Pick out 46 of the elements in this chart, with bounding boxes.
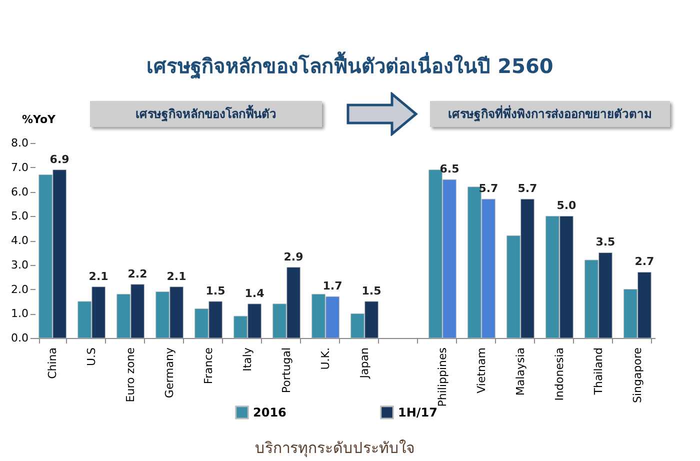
- y-tick-label: 6.0: [11, 185, 28, 198]
- x-tick-label: Thailand: [592, 348, 605, 396]
- chart-title: เศรษฐกิจหลักของโลกฟื้นตัวต่อเนื่องในปี 2560: [146, 50, 554, 81]
- x-tick-label: Indonesia: [552, 348, 566, 401]
- text: เศรษฐกิจหลักของโลกฟื้นตัว: [90, 101, 322, 127]
- y-tick-label: 1.0: [11, 307, 28, 320]
- data-label: 1.5: [206, 284, 226, 298]
- x-tick-label: Vietnam: [474, 348, 488, 394]
- y-tick-label: 2.0: [11, 282, 28, 296]
- x-tick-label: Euro zone: [124, 347, 138, 402]
- data-label: 2.1: [88, 270, 108, 283]
- data-label: 6.5: [440, 162, 460, 176]
- x-tick-label: China: [46, 348, 60, 379]
- data-label: 2.1: [166, 270, 186, 283]
- data-label: 2.7: [634, 255, 654, 268]
- legend-label: 2016: [253, 405, 286, 420]
- data-label: 5.7: [518, 182, 538, 196]
- x-tick-label: Philippines: [436, 347, 449, 407]
- data-label: 5.0: [556, 199, 577, 212]
- text: เศรษฐกิจที่พึ่งพิงการส่งออกขยายตัวตาม: [430, 101, 670, 127]
- x-tick-label: U.K.: [319, 348, 332, 370]
- data-label: 1.5: [362, 284, 382, 298]
- x-tick-label: Portugal: [280, 348, 294, 394]
- x-tick-label: Singapore: [630, 347, 644, 403]
- data-label: 6.9: [50, 152, 70, 166]
- legend-label: 1H/17: [398, 405, 438, 420]
- y-tick-label: 0.0: [11, 332, 28, 344]
- data-label: 2.9: [284, 250, 304, 264]
- x-tick-label: U.S: [85, 347, 98, 366]
- data-label: 1.7: [322, 280, 342, 293]
- y-tick-label: 5.0: [11, 210, 28, 223]
- x-tick-label: Malaysia: [514, 348, 527, 396]
- y-tick-label: 3.0: [11, 258, 28, 272]
- x-tick-label: Italy: [241, 347, 254, 372]
- y-axis-title: %YoY: [22, 113, 56, 126]
- data-label: 1.4: [244, 286, 265, 300]
- y-tick-label: 8.0: [11, 136, 28, 150]
- x-tick-label: Japan: [358, 347, 371, 380]
- data-label: 2.2: [128, 267, 148, 280]
- data-label: 3.5: [596, 236, 616, 249]
- x-tick-label: Germany: [163, 347, 176, 398]
- data-label: 5.7: [478, 182, 498, 196]
- y-tick-label: 4.0: [11, 234, 28, 247]
- text: บริการทุกระดับประทับใจ: [255, 438, 415, 460]
- x-tick-label: France: [202, 347, 216, 384]
- y-tick-label: 7.0: [11, 160, 28, 174]
